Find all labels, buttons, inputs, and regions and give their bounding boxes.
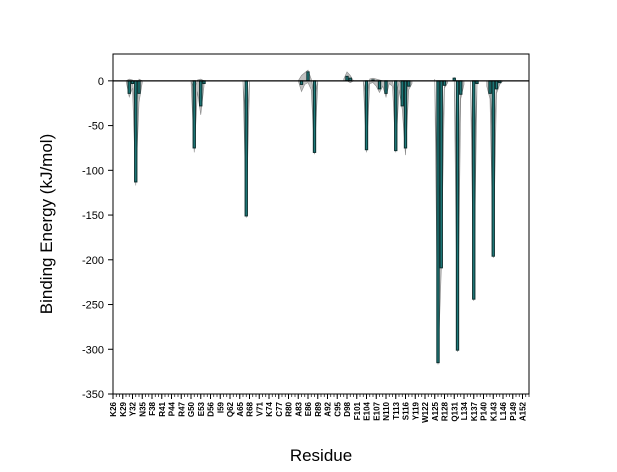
bar-residue-108 <box>377 80 382 90</box>
error-band-segment <box>362 77 413 156</box>
x-axis-ticks: K26 K29 Y32 N35 F38 R41 P44 R47 G50 E53 D56 I59 Q62 A… <box>109 394 530 423</box>
x-tick-label: K29 <box>119 401 128 416</box>
y-tick-label: -50 <box>88 121 104 133</box>
plot-frame <box>112 53 530 395</box>
x-tick-label: A65 <box>236 401 245 416</box>
x-tick-label: I59 <box>216 401 225 413</box>
x-tick-label: F38 <box>148 401 157 415</box>
x-tick-label: A83 <box>294 401 303 416</box>
x-tick-label: R47 <box>177 401 186 416</box>
x-tick-label: Y32 <box>129 401 138 416</box>
bar-residue-67 <box>244 80 248 217</box>
x-tick-label: Q131 <box>450 401 459 421</box>
y-tick-label: -350 <box>82 389 104 401</box>
y-axis-ticks: 0 -50 -100 -150 -200 -250 -300 -350 <box>82 76 113 401</box>
x-tick-label: Q62 <box>226 401 235 417</box>
bar-residue-88 <box>312 80 317 153</box>
bar-residue-33 <box>134 80 138 183</box>
bar-residue-127 <box>439 80 443 269</box>
x-tick-label: E53 <box>197 401 206 416</box>
bar-residue-116 <box>403 80 408 149</box>
bar-residue-110 <box>384 80 388 94</box>
x-tick-label: C77 <box>275 401 284 416</box>
bar-residue-86 <box>306 71 310 82</box>
x-tick-label: K74 <box>265 401 274 416</box>
x-tick-label: P140 <box>480 401 489 420</box>
bar-residue-115 <box>400 80 404 107</box>
x-tick-label: V71 <box>255 401 264 416</box>
x-tick-label: F101 <box>353 401 362 420</box>
bar-residue-51 <box>192 80 196 149</box>
bar-residue-126 <box>436 80 440 364</box>
x-tick-label: L134 <box>460 401 469 420</box>
y-tick-label: 0 <box>98 76 104 88</box>
x-tick-label: Y119 <box>411 401 420 420</box>
x-tick-label: C95 <box>333 401 342 416</box>
bar-residue-137 <box>472 80 476 300</box>
x-tick-label: N110 <box>382 401 391 420</box>
x-tick-label: E104 <box>363 401 372 420</box>
x-tick-label: E107 <box>372 401 381 420</box>
x-tick-label: G50 <box>187 401 196 417</box>
x-tick-label: T113 <box>392 401 401 419</box>
x-tick-label: P149 <box>509 401 518 420</box>
y-tick-label: -250 <box>82 300 104 312</box>
bar-residue-142 <box>488 80 492 94</box>
bar-layer <box>127 71 502 364</box>
x-tick-label: N35 <box>138 401 147 416</box>
y-tick-label: -200 <box>82 255 104 267</box>
bar-residue-104 <box>364 80 369 151</box>
bar-residue-53 <box>199 80 203 107</box>
x-tick-label: A152 <box>519 401 528 421</box>
bar-residue-133 <box>459 80 463 95</box>
x-tick-label: D98 <box>343 401 352 416</box>
bar-residue-98 <box>345 75 349 82</box>
bar-residue-143 <box>491 80 495 257</box>
bar-residue-113 <box>394 80 398 152</box>
x-tick-label: R68 <box>246 401 255 416</box>
x-tick-label: D56 <box>207 401 216 416</box>
y-axis-title: Binding Energy (kJ/mol) <box>37 134 56 314</box>
x-tick-label: P44 <box>168 401 177 416</box>
x-tick-label: K143 <box>489 401 498 421</box>
x-axis-title: Residue <box>290 446 352 465</box>
bar-residue-31 <box>127 80 131 94</box>
y-tick-label: -150 <box>82 210 104 222</box>
x-tick-label: R128 <box>441 401 450 421</box>
x-tick-label: K137 <box>470 401 479 421</box>
y-tick-label: -100 <box>82 165 104 177</box>
x-tick-label: W122 <box>421 401 430 422</box>
bar-residue-132 <box>455 80 460 351</box>
bar-residue-128 <box>442 80 447 86</box>
x-tick-label: S116 <box>402 401 411 420</box>
x-tick-label: E86 <box>304 401 313 416</box>
bar-residue-117 <box>407 80 411 87</box>
x-tick-label: K26 <box>109 401 118 416</box>
x-tick-label: R89 <box>314 401 323 416</box>
y-tick-label: -300 <box>82 344 104 356</box>
x-tick-label: R41 <box>158 401 167 416</box>
x-tick-label: A125 <box>431 401 440 421</box>
bar-residue-34 <box>137 80 141 94</box>
x-tick-label: R80 <box>285 401 294 416</box>
x-tick-label: A92 <box>324 401 333 416</box>
bar-residue-144 <box>494 80 499 90</box>
x-tick-label: L146 <box>499 401 508 420</box>
